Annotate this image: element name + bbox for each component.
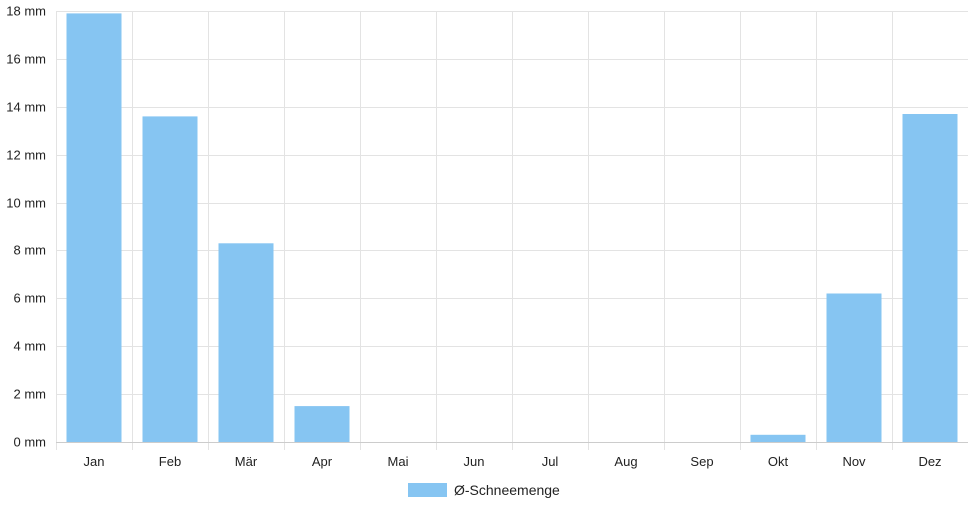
x-tick-label: Feb bbox=[159, 454, 181, 469]
x-tick-label: Sep bbox=[690, 454, 713, 469]
x-tick-label: Jan bbox=[84, 454, 105, 469]
x-tick-label: Jun bbox=[464, 454, 485, 469]
y-axis: 0 mm 2 mm 4 mm 6 mm 8 mm 10 mm 12 mm 14 mm 16 mm… bbox=[6, 4, 46, 450]
bar bbox=[826, 293, 882, 442]
y-tick-label: 8 mm bbox=[14, 243, 47, 258]
bar bbox=[294, 406, 350, 442]
legend-swatch bbox=[408, 483, 447, 497]
y-tick-label: 16 mm bbox=[6, 52, 46, 67]
bar bbox=[218, 243, 274, 442]
y-tick-label: 6 mm bbox=[14, 291, 47, 306]
legend-label: Ø-Schneemenge bbox=[454, 482, 560, 498]
x-tick-label: Okt bbox=[768, 454, 789, 469]
bars bbox=[66, 13, 958, 443]
bar bbox=[750, 434, 806, 442]
y-tick-label: 12 mm bbox=[6, 148, 46, 163]
legend: Ø-Schneemenge bbox=[408, 482, 560, 498]
x-tick-label: Apr bbox=[312, 454, 333, 469]
bar bbox=[66, 13, 122, 443]
y-tick-label: 14 mm bbox=[6, 100, 46, 115]
x-tick-label: Mai bbox=[388, 454, 409, 469]
grid-lines bbox=[56, 11, 968, 450]
y-tick-label: 2 mm bbox=[14, 387, 47, 402]
x-tick-label: Nov bbox=[842, 454, 866, 469]
x-tick-label: Mär bbox=[235, 454, 258, 469]
y-tick-label: 0 mm bbox=[14, 435, 47, 450]
y-tick-label: 4 mm bbox=[14, 339, 47, 354]
y-tick-label: 18 mm bbox=[6, 4, 46, 19]
bar bbox=[142, 116, 198, 443]
bar bbox=[902, 114, 958, 442]
x-tick-label: Dez bbox=[918, 454, 941, 469]
x-axis: Jan Feb Mär Apr Mai Jun Jul Aug Sep Okt Nov Dez bbox=[56, 442, 968, 469]
x-tick-label: Jul bbox=[542, 454, 559, 469]
y-tick-label: 10 mm bbox=[6, 196, 46, 211]
x-tick-label: Aug bbox=[614, 454, 637, 469]
